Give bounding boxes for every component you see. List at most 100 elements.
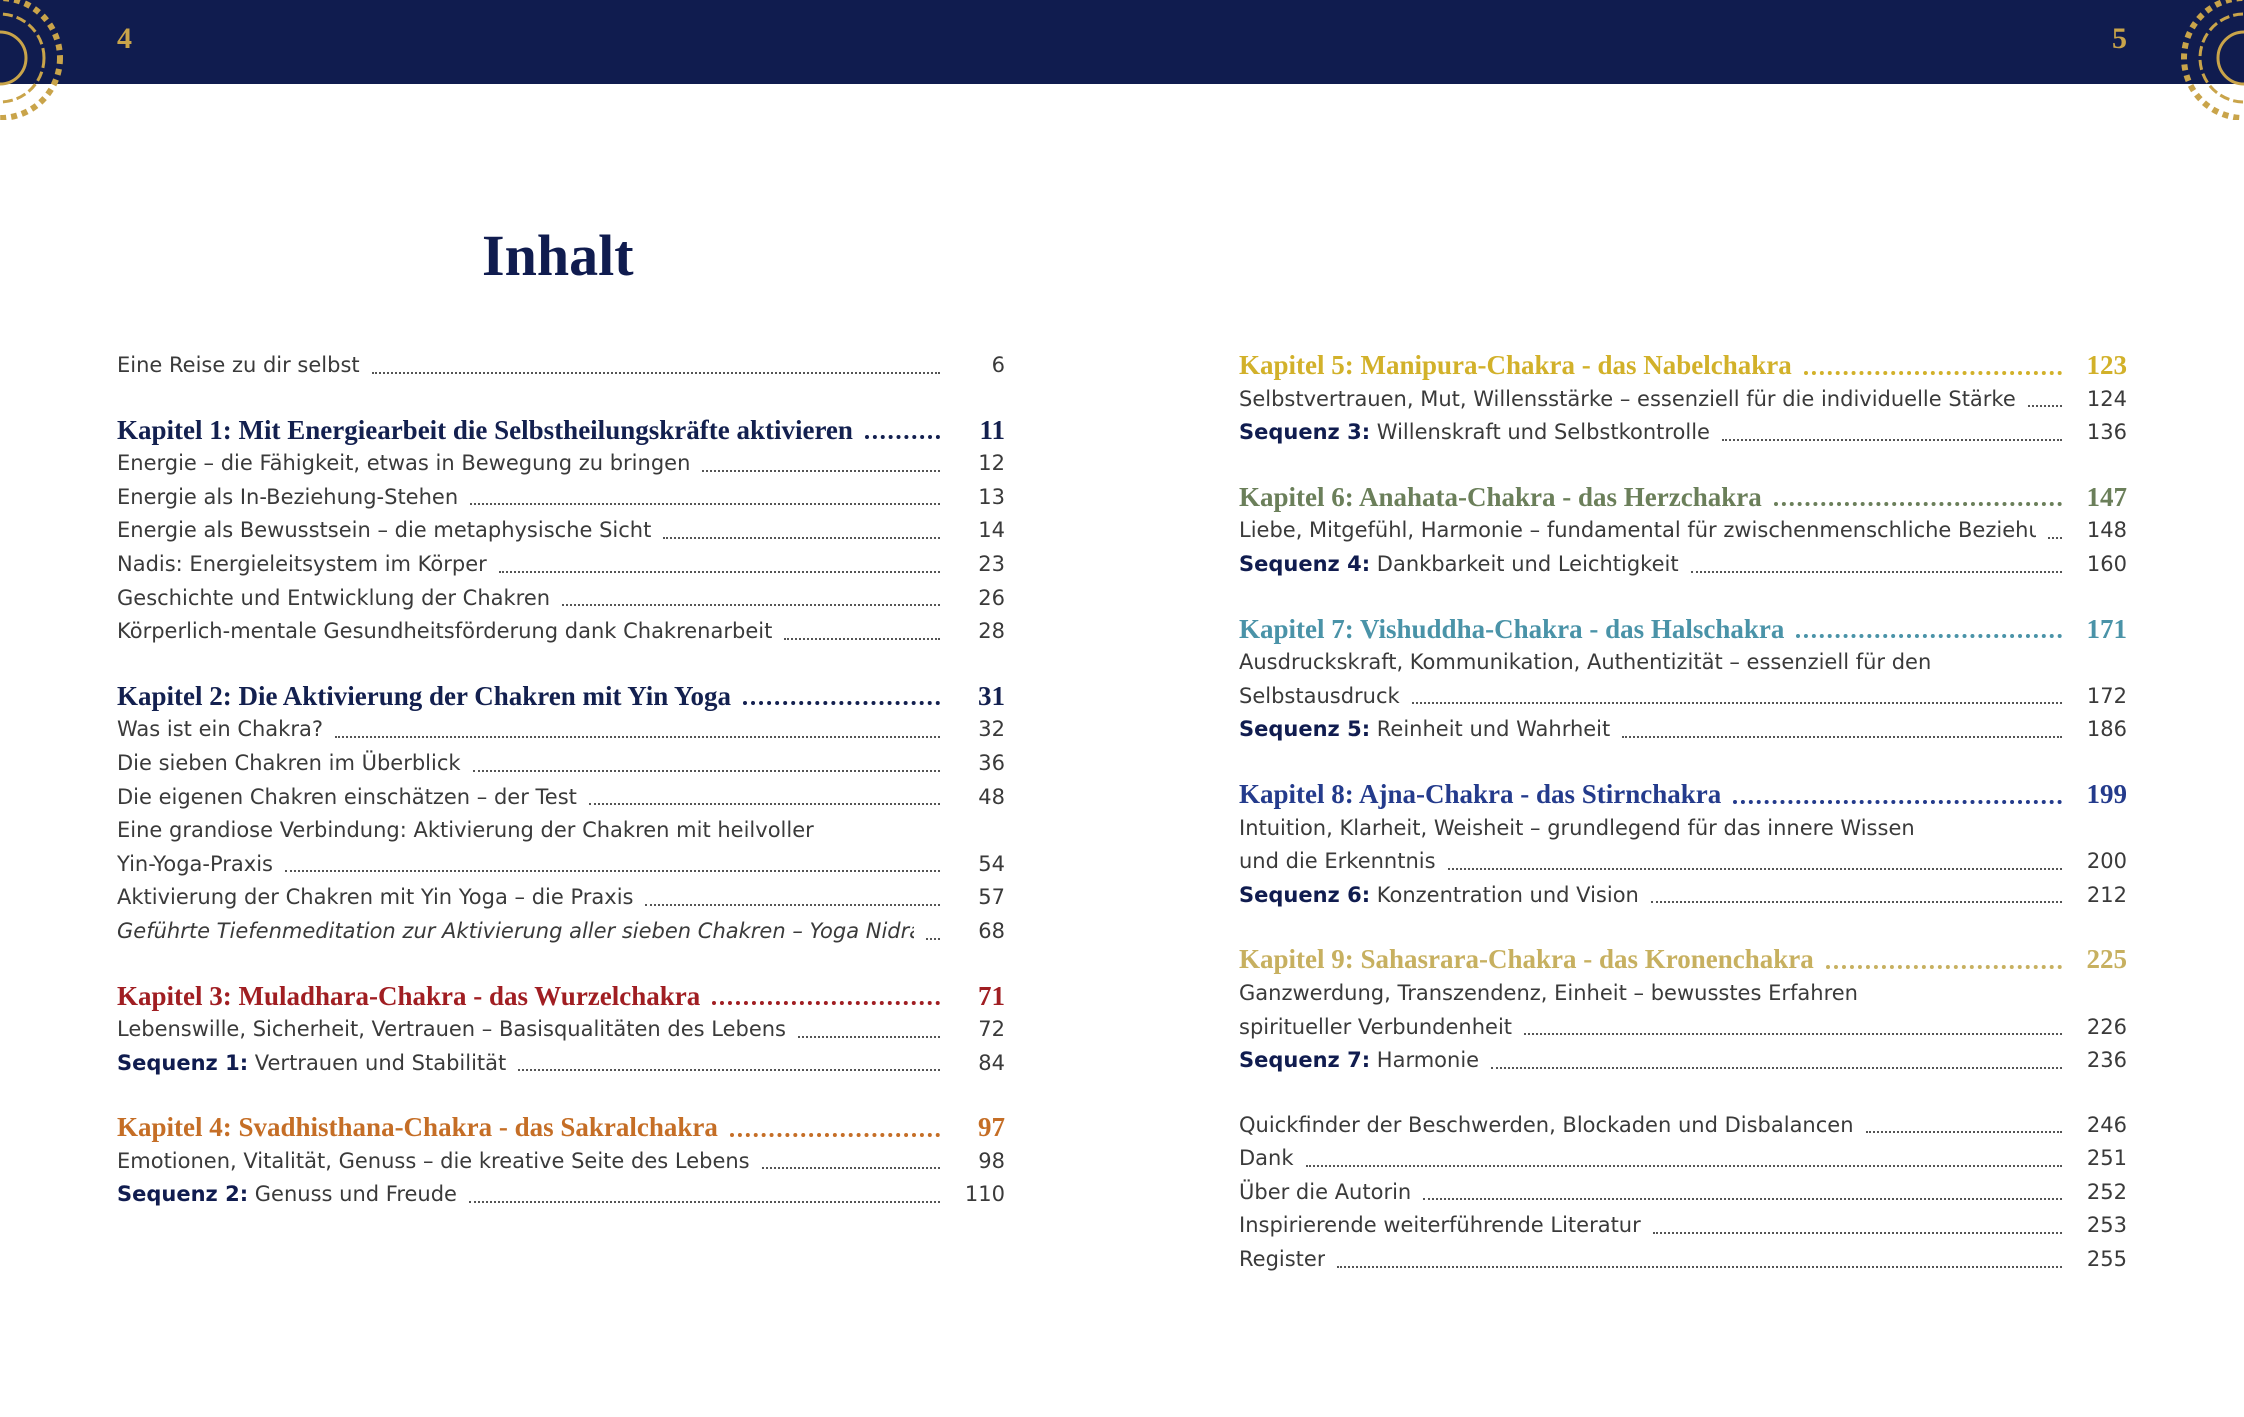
dot-leader [470,503,940,506]
entry-label: Kapitel 5: Manipura-Chakra - das Nabelch… [1239,349,1792,383]
entry-text: Genuss und Freude [254,1182,457,1207]
toc-group: Kapitel 7: Vishuddha-Chakra - das Halsch… [1239,613,2127,747]
toc-entry: Sequenz 5: Reinheit und Wahrheit 186 [1239,713,2127,747]
toc-entry-line: Ganzwerdung, Transzendenz, Einheit – bew… [1239,980,1858,1005]
entry-text: Die sieben Chakren im Überblick [117,750,461,775]
ornament-ring [2181,0,2244,120]
dot-leader [1411,702,2062,705]
page-number: 4 [117,22,132,55]
entry-label: Sequenz 1: Vertrauen und Stabilität [117,1047,506,1081]
toc-entry: Sequenz 1: Vertrauen und Stabilität 84 [117,1047,1005,1081]
page-number: 200 [2086,849,2127,874]
entry-label: Register [1239,1243,1325,1277]
entry-label: Kapitel 2: Die Aktivierung der Chakren m… [117,680,731,714]
page-number: 160 [2086,551,2127,576]
entry-label: Geführte Tiefenmeditation zur Aktivierun… [117,915,914,949]
toc-entry: Inspirierende weiterführende Literatur 25… [1239,1209,2127,1243]
entry-text: Aktivierung der Chakren mit Yin Yoga – d… [117,885,634,910]
page-number: 11 [979,414,1005,445]
entry-label: Kapitel 9: Sahasrara-Chakra - das Kronen… [1239,943,1814,977]
toc-entry: Liebe, Mitgefühl, Harmonie – fundamental… [1239,514,2127,548]
page-number: 6 [991,353,1005,377]
page-number: 253 [2086,1213,2127,1238]
toc-entry: Sequenz 2: Genuss und Freude 110 [117,1178,1005,1212]
entry-label: Sequenz 7: Harmonie [1239,1044,1479,1078]
dot-leader [729,1132,940,1137]
entry-label: Nadis: Energieleitsystem im Körper [117,548,487,582]
toc-entry: Sequenz 7: Harmonie 236 [1239,1044,2127,1078]
page-number: 68 [978,918,1005,943]
entry-label: Sequenz 2: Genuss und Freude [117,1178,457,1212]
entry-text: Kapitel 2: Die Aktivierung der Chakren m… [117,680,732,711]
sequence-label: Sequenz 5: [1239,717,1371,742]
dot-leader [1773,502,2062,507]
entry-label: Aktivierung der Chakren mit Yin Yoga – d… [117,881,633,915]
page-number: 36 [978,750,1005,775]
entry-text: Kapitel 8: Ajna-Chakra - das Stirnchakra [1239,778,1722,809]
page-number: 32 [978,717,1005,742]
entry-label: Körperlich-mentale Gesundheitsförderung … [117,615,772,649]
entry-label: Sequenz 6: Konzentration und Vision [1239,879,1639,913]
dot-leader [1305,1164,2062,1167]
dot-leader [1622,735,2062,738]
page-number: 172 [2086,683,2127,708]
sequence-label: Sequenz 1: [117,1050,249,1075]
dot-leader [1491,1066,2062,1069]
dot-leader [926,937,940,940]
dot-leader [1524,1033,2062,1036]
chapter-heading: Kapitel 2: Die Aktivierung der Chakren m… [117,680,1005,714]
toc-entry: Körperlich-mentale Gesundheitsförderung … [117,615,1005,649]
page-number: 71 [978,980,1005,1011]
page-number: 226 [2086,1014,2127,1039]
entry-text: Dank [1239,1146,1294,1171]
toc-group: Eine Reise zu dir selbst 6 [117,349,1005,383]
chapter-heading: Kapitel 7: Vishuddha-Chakra - das Halsch… [1239,613,2127,647]
toc-entry: Was ist ein Chakra? 32 [117,713,1005,747]
chapter-heading: Kapitel 5: Manipura-Chakra - das Nabelch… [1239,349,2127,383]
dot-leader [702,469,940,472]
page-number: 12 [978,451,1005,476]
toc-group: Kapitel 3: Muladhara-Chakra - das Wurzel… [117,980,1005,1081]
toc-entry: spiritueller Verbundenheit 226 [1239,1011,2127,1045]
sequence-label: Sequenz 2: [117,1182,249,1207]
page-number: 136 [2086,420,2127,445]
page-number: 84 [978,1050,1005,1075]
entry-text: Lebenswille, Sicherheit, Vertrauen – Bas… [117,1017,786,1042]
dot-leader [761,1167,940,1170]
entry-text: Kapitel 7: Vishuddha-Chakra - das Halsch… [1239,613,1785,644]
page-number: 246 [2086,1112,2127,1137]
entry-label: Lebenswille, Sicherheit, Vertrauen – Bas… [117,1013,786,1047]
toc-group: Kapitel 6: Anahata-Chakra - das Herzchak… [1239,481,2127,582]
entry-label: Kapitel 1: Mit Energiearbeit die Selbsth… [117,414,853,448]
dot-leader [1721,438,2062,441]
entry-label: Emotionen, Vitalität, Genuss – die kreat… [117,1145,750,1179]
dot-leader [371,371,940,374]
toc-entry: Yin-Yoga-Praxis 54 [117,848,1005,882]
page-number: 98 [978,1148,1005,1173]
toc-group: Kapitel 5: Manipura-Chakra - das Nabelch… [1239,349,2127,450]
entry-label: Die eigenen Chakren einschätzen – der Te… [117,781,577,815]
toc-entry-line: Intuition, Klarheit, Weisheit – grundleg… [1239,815,1915,840]
entry-label: Selbstvertrauen, Mut, Willensstärke – es… [1239,383,2016,417]
dot-leader [588,803,940,806]
dot-leader [1423,1198,2062,1201]
entry-text: und die Erkenntnis [1239,849,1436,874]
sequence-label: Sequenz 7: [1239,1048,1371,1073]
entry-text: Über die Autorin [1239,1179,1412,1204]
page-number: 48 [978,784,1005,809]
entry-text: Konzentration und Vision [1376,882,1639,907]
page-number: 57 [978,885,1005,910]
toc-group: Kapitel 8: Ajna-Chakra - das Stirnchakra… [1239,778,2127,912]
entry-text: Vertrauen und Stabilität [254,1050,507,1075]
page-number: 251 [2086,1146,2127,1171]
dot-leader [743,701,940,706]
dot-leader [334,735,940,738]
page-number: 97 [978,1112,1005,1143]
toc-entry-line: Ausdruckskraft, Kommunikation, Authentiz… [1239,650,1932,675]
dot-leader [645,903,940,906]
toc-entry: Die eigenen Chakren einschätzen – der Te… [117,781,1005,815]
page-number: 14 [978,518,1005,543]
dot-leader [1650,901,2062,904]
toc-group: Kapitel 9: Sahasrara-Chakra - das Kronen… [1239,943,2127,1077]
